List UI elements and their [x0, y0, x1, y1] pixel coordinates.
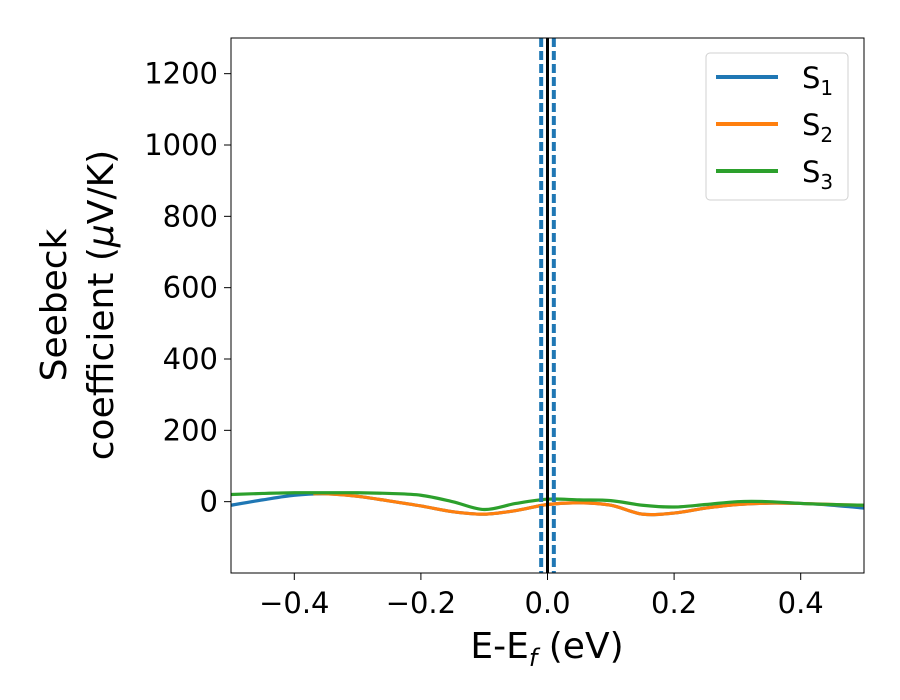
y-tick-label: 0: [200, 485, 218, 519]
legend: S1 S2 S3: [705, 52, 849, 201]
x-tick-label: 0.4: [778, 586, 824, 620]
series-line-s2: [313, 492, 864, 517]
plot-area: [231, 38, 864, 573]
y-tick-label: 400: [163, 342, 218, 376]
y-axis-label-line2: coefficient (μV/K): [81, 150, 122, 460]
legend-label-s3: S3: [802, 155, 833, 194]
y-tick-label: 1000: [144, 128, 218, 162]
y-axis-label-line2-start: coefficient (: [81, 247, 122, 460]
x-axis-label: E-Ef (eV): [470, 626, 623, 672]
y-tick-label: 200: [163, 413, 218, 447]
x-axis-label-main: E-E: [470, 626, 528, 667]
x-tick-label: −0.4: [259, 586, 329, 620]
y-axis-label-line2-end: V/K): [81, 150, 122, 224]
x-tick-label: 0.0: [524, 586, 570, 620]
x-tick-label: −0.2: [386, 586, 456, 620]
y-tick-label: 800: [163, 199, 218, 233]
y-axis: 0 200 400 600 800 1000 1200: [144, 57, 231, 519]
legend-box: [705, 52, 849, 201]
y-axis-label-mu: μ: [81, 224, 122, 248]
y-axis-label: Seebeck coefficient (μV/K): [34, 150, 122, 460]
x-axis: −0.4 −0.2 0.0 0.2 0.4: [259, 573, 824, 620]
legend-label-s2: S2: [802, 108, 833, 147]
y-tick-label: 600: [163, 271, 218, 305]
x-tick-label: 0.2: [651, 586, 697, 620]
plot-content: [231, 38, 864, 573]
y-tick-label: 1200: [144, 57, 218, 91]
y-axis-label-line1: Seebeck: [34, 228, 75, 381]
legend-label-s1: S1: [802, 61, 833, 100]
x-axis-label-unit: (eV): [537, 626, 623, 667]
